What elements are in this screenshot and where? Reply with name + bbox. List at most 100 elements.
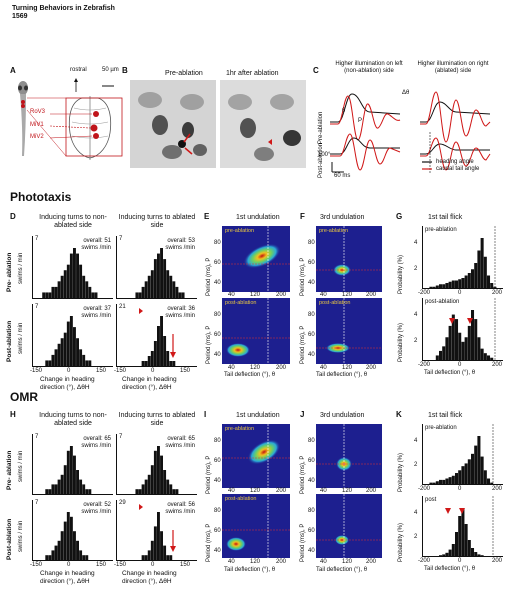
histogram-bar: [63, 521, 67, 560]
histogram-bar: [51, 286, 55, 298]
micrograph-pre: [130, 80, 216, 168]
histogram-bar: [66, 450, 70, 494]
histogram-bar: [63, 465, 67, 494]
tick: -150: [30, 368, 43, 374]
i-title: 1st undulation: [236, 412, 280, 419]
tick: 150: [96, 562, 107, 568]
histogram-bar: [57, 540, 61, 560]
xtick: 120: [250, 559, 261, 565]
page-number: 1569: [12, 13, 28, 20]
heatmap-svg: [222, 494, 290, 558]
histogram-bar: [73, 531, 76, 560]
histogram-bar: [163, 545, 167, 560]
panel-a-figure: rostral 50 µm RoV3 MiV1 MiV2: [10, 67, 130, 160]
xtick: 200: [492, 362, 503, 368]
k-post-label: post: [425, 497, 437, 503]
pre-ablation-annotation: pre-ablation: [225, 228, 255, 234]
histogram-bar: [455, 532, 459, 556]
histogram-bar: [82, 555, 86, 560]
xtick: 0: [458, 558, 462, 564]
histogram-bar: [458, 332, 462, 360]
histogram-bar: [60, 474, 64, 494]
hist-h-pre-right: 7 overall: 65 swims /min: [116, 434, 197, 495]
histogram-bar: [76, 338, 79, 366]
ytick: 2: [414, 462, 418, 468]
histogram-bar: [467, 540, 471, 556]
heatmap-e-post: post-ablation: [222, 298, 290, 364]
histogram-bar: [82, 275, 86, 298]
post-ablation-annotation: post-ablation: [225, 496, 257, 502]
histogram-bar: [60, 338, 64, 366]
histogram-bar: [51, 354, 55, 366]
hist-ymax: 21: [119, 304, 126, 310]
panel-label-a: A: [10, 66, 16, 75]
histogram-bar: [458, 516, 462, 556]
histogram-bar: [445, 478, 449, 484]
g-title: 1st tail flick: [428, 214, 463, 221]
histogram-bar: [153, 526, 157, 560]
pre-ablation-annotation: pre-ablation: [319, 228, 349, 234]
tick: -150: [30, 562, 43, 568]
histogram-bar: [157, 446, 160, 494]
xtick: 200: [276, 292, 287, 298]
histogram-bar: [79, 349, 83, 366]
xtick: 120: [342, 365, 353, 371]
tick: 150: [96, 368, 107, 374]
histogram-bar: [169, 555, 173, 560]
histogram-bar: [464, 463, 468, 484]
histogram-bar: [474, 552, 478, 556]
micrograph-post: [220, 80, 306, 168]
hist-d-post-left: 7 overall: 37 swims /min: [32, 304, 113, 367]
hist-d-pre-left: 7 overall: 51 swims /min: [32, 236, 113, 299]
xtick: 0: [458, 362, 462, 368]
hist-markers: [139, 308, 176, 358]
heatmap-i-pre: pre-ablation: [222, 424, 290, 488]
ytick: 80: [214, 240, 221, 246]
histogram-bar: [442, 284, 446, 288]
histogram-bar: [461, 466, 465, 484]
histogram-bar: [144, 479, 148, 494]
histogram-bar: [429, 286, 433, 288]
histogram-bar: [88, 360, 92, 366]
histogram-bar: [432, 482, 436, 484]
f-title: 3rd undulation: [320, 214, 365, 221]
ytick: 2: [414, 534, 418, 540]
k-title: 1st tail flick: [428, 412, 463, 419]
histogram-bar: [471, 548, 475, 556]
hist-h-post-right-svg: [141, 512, 173, 560]
d-right-ticks: -150 0 150: [114, 368, 198, 375]
histogram-bar: [54, 545, 58, 560]
post-ablation-annotation: post-ablation: [319, 300, 351, 306]
panel-label-k: K: [396, 410, 402, 419]
h-xlabel-left: Change in heading direction (°), ΔθH: [40, 570, 95, 585]
heatmap-svg: [316, 494, 382, 558]
tick: 0: [67, 368, 71, 374]
histogram-bar: [147, 550, 151, 560]
hist-k-pre: pre-ablation: [422, 424, 503, 485]
histogram-bar: [471, 310, 475, 360]
h-yunit-post: swims / min: [18, 520, 24, 552]
histogram-bar: [487, 478, 491, 484]
histogram-bar: [169, 361, 173, 366]
histogram-bar: [57, 343, 61, 366]
ytick: 80: [308, 508, 315, 514]
xtick: 40: [320, 365, 327, 371]
h-left-ticks: -150 0 150: [30, 562, 114, 569]
xtick: 120: [342, 292, 353, 298]
histogram-bar: [163, 470, 167, 494]
hist-d-post-left-svg: [45, 316, 92, 366]
tick: -150: [114, 562, 127, 568]
histogram-bar: [464, 337, 468, 360]
ytick: 40: [308, 280, 315, 286]
h-xlabel-right: Change in heading direction (°), ΔθH: [122, 570, 177, 585]
d-row-post: Post-ablation: [6, 320, 13, 362]
xtick: 40: [228, 292, 235, 298]
histogram-bar: [144, 361, 148, 366]
miv1-label: MiV1: [30, 122, 44, 128]
histogram-bar: [63, 332, 67, 366]
histogram-bar: [79, 264, 83, 298]
histogram-bar: [442, 479, 446, 484]
hist-overall: overall: 53 swims /min: [165, 238, 195, 251]
ytick: 60: [308, 332, 315, 338]
histogram-bar: [448, 477, 452, 484]
